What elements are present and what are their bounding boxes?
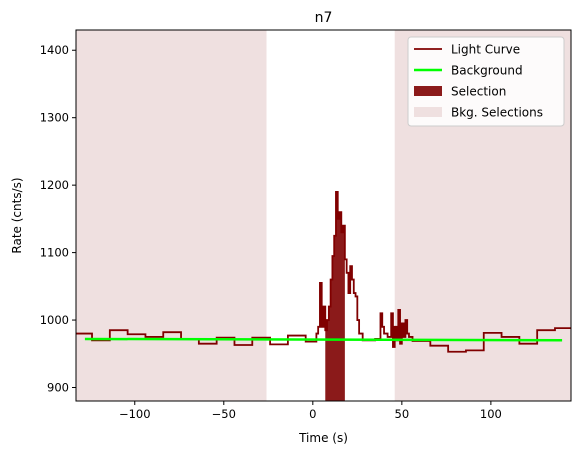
legend-swatch-selection xyxy=(414,86,442,96)
legend-label-light-curve: Light Curve xyxy=(451,43,520,57)
x-tick-label: −50 xyxy=(212,407,236,421)
y-tick-label: 1200 xyxy=(40,178,69,192)
legend-label-selection: Selection xyxy=(451,85,506,99)
x-tick-label: 50 xyxy=(395,407,410,421)
legend-box xyxy=(407,36,565,127)
y-tick-label: 900 xyxy=(47,381,69,395)
x-tick-label: 100 xyxy=(480,407,502,421)
y-tick-label: 1300 xyxy=(40,111,69,125)
legend-label-bkg-selections: Bkg. Selections xyxy=(451,106,543,120)
series-layer xyxy=(76,190,571,353)
selection-layer xyxy=(325,191,345,401)
y-tick-label: 1000 xyxy=(40,313,69,327)
legend-swatch-bkg-selections xyxy=(414,107,442,117)
y-tick-label: 1400 xyxy=(40,43,69,57)
y-axis-label: Rate (cnts/s) xyxy=(10,177,24,253)
y-tick-label: 1100 xyxy=(40,246,69,260)
x-tick-label: 0 xyxy=(309,407,316,421)
legend-label-background: Background xyxy=(451,64,523,78)
legend: Light Curve Background Selection Bkg. Selec… xyxy=(407,36,565,127)
selection-band-0 xyxy=(325,191,345,401)
light-curve-line xyxy=(76,190,571,353)
x-tick-label: −100 xyxy=(119,407,151,421)
chart-title: n7 xyxy=(315,10,333,26)
plot-frame xyxy=(75,29,572,402)
axes-layer: −100 −50 0 50 100 900 1000 1100 1200 1300 1400 xyxy=(40,43,502,421)
x-axis-label: Time (s) xyxy=(298,431,348,445)
background-line xyxy=(84,337,563,342)
